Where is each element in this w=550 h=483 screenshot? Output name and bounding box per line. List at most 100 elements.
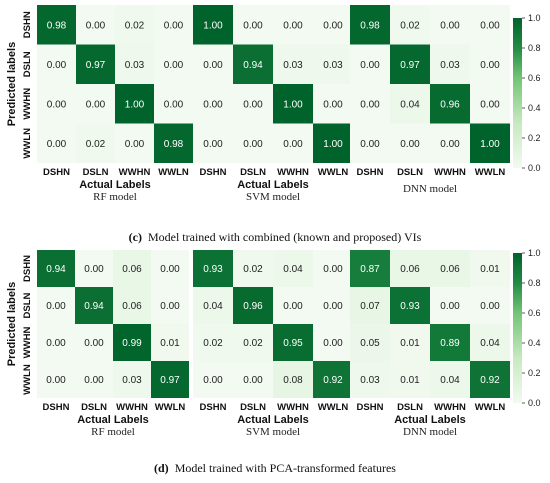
heatmap-cell <box>350 250 390 287</box>
y-tick-label: DSHN <box>22 11 33 38</box>
x-tick-label: DSLN <box>240 402 266 413</box>
heatmap-cell <box>390 250 430 287</box>
heatmap-cell <box>430 250 470 287</box>
heatmap-cell <box>154 123 193 163</box>
caption-c: (c) Model trained with combined (known a… <box>129 230 422 244</box>
cell-value-label: 0.00 <box>440 301 460 312</box>
x-tick-label: DSHN <box>43 167 70 178</box>
cell-value-label: 1.00 <box>480 139 500 150</box>
x-tick-label: DSHN <box>357 402 384 413</box>
x-tick-label: WWLN <box>158 167 189 178</box>
cell-value-label: 0.07 <box>360 301 380 312</box>
cell-value-label: 0.00 <box>84 375 104 386</box>
x-tick-label: DSLN <box>397 167 423 178</box>
x-tick-label: WWLN <box>155 402 186 413</box>
heatmap-panel-1: 0.98 0.00 0.02 0.00 0.00 0.97 0.03 0.00 0.00 0.00… <box>6 5 193 203</box>
heatmap-cell <box>113 361 151 398</box>
heatmap-cell <box>470 5 510 45</box>
heatmap-cell <box>390 324 430 361</box>
colorbar-top: 0.0 0.2 0.4 0.6 0.8 1.0 <box>513 13 541 173</box>
heatmap-cell <box>350 123 390 163</box>
cell-value-label: 0.94 <box>46 264 66 275</box>
heatmap-cell <box>470 123 510 163</box>
heatmap-cell <box>470 287 510 324</box>
heatmap-cell <box>313 123 353 163</box>
cell-value-label: 0.02 <box>243 264 263 275</box>
cell-value-label: 0.00 <box>203 375 223 386</box>
cell-value-label: 0.00 <box>164 20 184 31</box>
model-name-label: RF model <box>91 426 135 438</box>
cell-value-label: 0.00 <box>46 338 66 349</box>
colorbar-tick-label: 0.8 <box>528 43 541 53</box>
heatmap-cell <box>350 361 390 398</box>
cell-value-label: 0.00 <box>360 60 380 71</box>
heatmap-cell <box>193 84 233 124</box>
x-tick-label: WWHN <box>116 402 148 413</box>
heatmap-cell <box>154 5 193 45</box>
heatmap-cell <box>273 324 313 361</box>
heatmap-cell <box>273 5 313 45</box>
cell-value-label: 0.01 <box>480 264 500 275</box>
cell-value-label: 0.03 <box>122 375 142 386</box>
colorbar-tick-label: 1.0 <box>528 13 541 23</box>
cell-value-label: 0.00 <box>243 99 263 110</box>
caption-d: (d) Model trained with PCA-transformed f… <box>154 461 396 475</box>
cell-value-label: 0.04 <box>203 301 223 312</box>
colorbar-tick-label: 0.2 <box>528 133 541 143</box>
cell-value-label: 0.00 <box>323 99 343 110</box>
heatmap-cell <box>430 5 470 45</box>
cell-value-label: 0.02 <box>86 139 106 150</box>
colorbar-tick-label: 0.0 <box>528 163 541 173</box>
model-name-label: DNN model <box>403 426 457 438</box>
cell-value-label: 0.00 <box>360 99 380 110</box>
heatmap-cell <box>470 324 510 361</box>
heatmap-cell <box>430 361 470 398</box>
heatmap-cell <box>193 123 233 163</box>
cell-value-label: 0.93 <box>400 301 420 312</box>
heatmap-cell <box>313 250 353 287</box>
cell-value-label: 1.00 <box>125 99 145 110</box>
cell-value-label: 0.03 <box>440 60 460 71</box>
cell-value-label: 0.03 <box>283 60 303 71</box>
cell-value-label: 0.00 <box>440 139 460 150</box>
x-tick-label: WWLN <box>475 402 506 413</box>
heatmap-cell <box>37 324 75 361</box>
cell-value-label: 0.00 <box>47 60 67 71</box>
heatmap-cell <box>430 287 470 324</box>
cell-value-label: 0.04 <box>283 264 303 275</box>
cell-value-label: 0.00 <box>46 301 66 312</box>
heatmap-cell <box>390 123 430 163</box>
cell-value-label: 0.98 <box>360 20 380 31</box>
heatmap-cell <box>75 287 113 324</box>
heatmap-panel-3: 0.98 0.02 0.00 0.00 0.00 0.97 0.03 0.00 0.00 0.04… <box>350 5 510 195</box>
cell-value-label: 0.08 <box>283 375 303 386</box>
heatmap-cell <box>113 250 151 287</box>
cell-value-label: 0.99 <box>122 338 142 349</box>
colorbar-tick-label: 0.4 <box>528 103 541 113</box>
heatmap-cell <box>313 287 353 324</box>
x-axis-title: Actual Labels <box>394 414 466 426</box>
cell-value-label: 0.01 <box>400 375 420 386</box>
cell-value-label: 0.04 <box>400 99 420 110</box>
y-tick-label: WWLN <box>22 364 33 395</box>
heatmap-cell <box>115 84 154 124</box>
x-tick-label: DSHN <box>43 402 70 413</box>
model-name-label: DNN model <box>403 183 457 195</box>
heatmap-cell <box>233 123 273 163</box>
cell-value-label: 0.87 <box>360 264 380 275</box>
cell-value-label: 0.01 <box>400 338 420 349</box>
cell-value-label: 0.98 <box>47 20 67 31</box>
cell-value-label: 0.00 <box>323 338 343 349</box>
heatmap-cell <box>151 361 189 398</box>
heatmap-cell <box>233 44 273 84</box>
heatmap-cell <box>470 361 510 398</box>
y-axis-title: Predicted labels <box>6 282 18 366</box>
heatmap-cell <box>390 5 430 45</box>
colorbar-bottom: 0.0 0.2 0.4 0.6 0.8 1.0 <box>513 248 541 408</box>
cell-value-label: 0.00 <box>360 139 380 150</box>
cell-value-label: 0.06 <box>122 264 142 275</box>
cell-value-label: 0.00 <box>86 20 106 31</box>
heatmap-cell <box>75 324 113 361</box>
y-tick-label: DSHN <box>22 255 33 282</box>
cell-value-label: 0.02 <box>203 338 223 349</box>
